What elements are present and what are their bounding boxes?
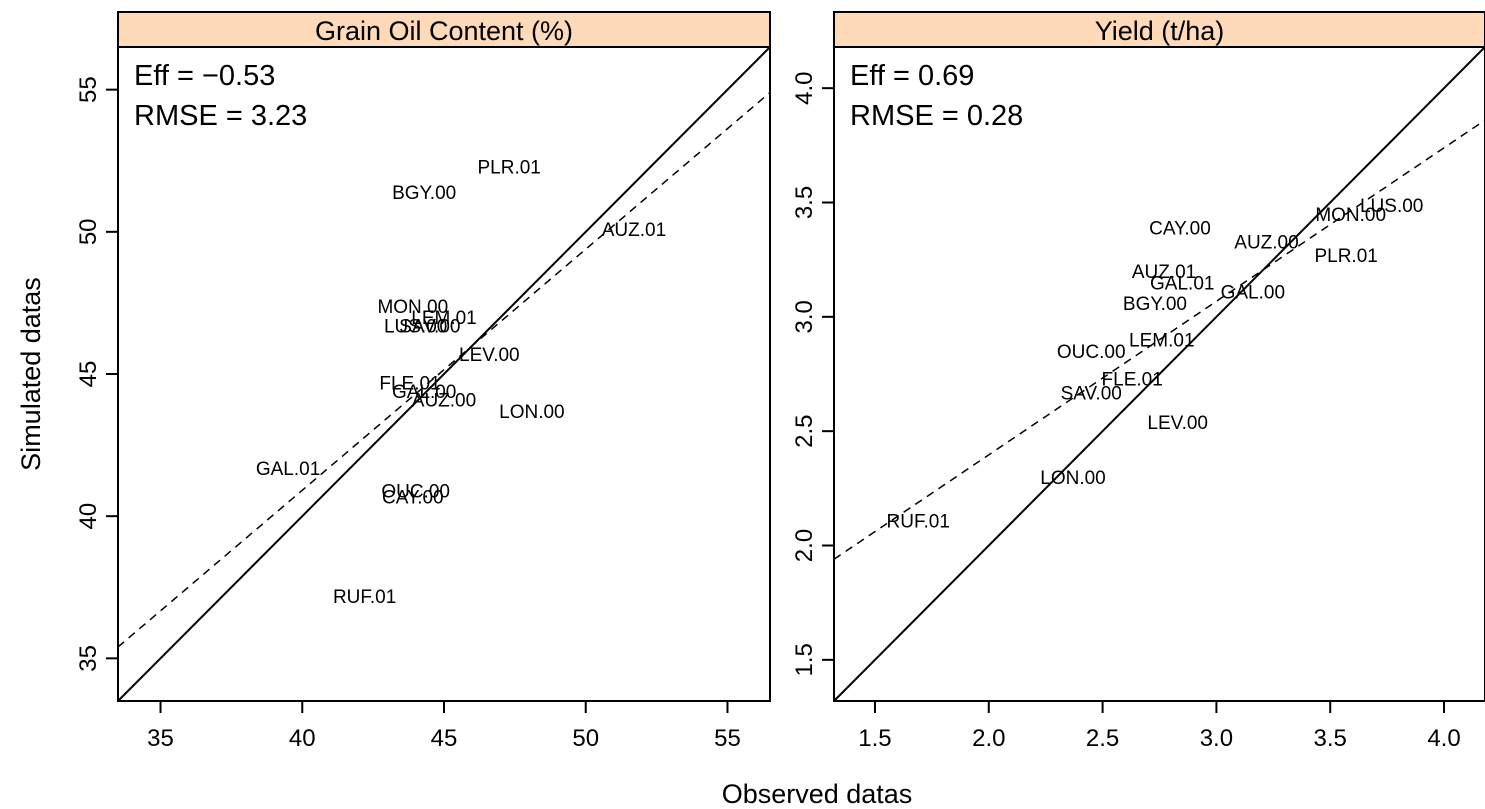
y-axis-label: Simulated datas bbox=[16, 277, 46, 471]
point-label: MON.00 bbox=[1315, 205, 1386, 226]
point-label: BGY.00 bbox=[392, 183, 456, 204]
point-label: BGY.00 bbox=[1123, 294, 1187, 315]
point-label: FLE.01 bbox=[379, 374, 440, 395]
x-tick-label: 40 bbox=[289, 725, 316, 752]
x-tick-label: 2.5 bbox=[1086, 725, 1119, 752]
stat-annotation: Eff = −0.53 bbox=[134, 60, 275, 92]
stat-annotation: RMSE = 0.28 bbox=[850, 100, 1023, 132]
point-label: LUS.00 bbox=[1360, 196, 1423, 217]
stat-annotation: Eff = 0.69 bbox=[850, 60, 974, 92]
point-label: CAY.00 bbox=[382, 487, 444, 508]
point-label: PLR.01 bbox=[478, 157, 541, 178]
y-tick-label: 3.5 bbox=[791, 186, 818, 219]
point-label: SAV.00 bbox=[1061, 383, 1122, 404]
regression-line bbox=[117, 91, 771, 648]
point-label: SAV.00 bbox=[399, 317, 460, 338]
point-label: LUS.00 bbox=[384, 317, 447, 338]
point-label: MON.00 bbox=[377, 297, 448, 318]
point-label: OUC.00 bbox=[1057, 342, 1126, 363]
point-label: LEM.01 bbox=[411, 308, 476, 329]
point-label: GAL.01 bbox=[256, 459, 320, 480]
point-label: CAY.00 bbox=[1149, 219, 1211, 240]
point-label: AUZ.00 bbox=[1234, 232, 1298, 253]
y-tick-label: 2.0 bbox=[791, 529, 818, 562]
panel-title: Yield (t/ha) bbox=[1095, 16, 1225, 46]
stat-annotation: RMSE = 3.23 bbox=[134, 100, 307, 132]
x-tick-label: 50 bbox=[572, 725, 599, 752]
x-axis-label: Observed datas bbox=[722, 779, 913, 809]
point-label: AUZ.01 bbox=[602, 220, 666, 241]
point-label: LEV.00 bbox=[1147, 413, 1208, 434]
x-tick-label: 45 bbox=[431, 725, 458, 752]
panel-strip bbox=[117, 11, 771, 48]
one-to-one-line bbox=[833, 46, 1485, 702]
point-label: AUZ.01 bbox=[1132, 262, 1196, 283]
y-tick-label: 45 bbox=[75, 361, 102, 388]
x-tick-label: 4.0 bbox=[1427, 725, 1460, 752]
point-label: PLR.01 bbox=[1314, 246, 1377, 267]
point-label: RUF.01 bbox=[333, 587, 396, 608]
point-label: GAL.00 bbox=[392, 382, 456, 403]
y-tick-label: 4.0 bbox=[791, 71, 818, 104]
one-to-one-line bbox=[117, 46, 771, 702]
point-label: OUC.00 bbox=[381, 482, 450, 503]
panel-title: Grain Oil Content (%) bbox=[315, 16, 573, 46]
y-tick-label: 40 bbox=[75, 503, 102, 530]
x-tick-label: 55 bbox=[714, 725, 741, 752]
regression-line bbox=[833, 119, 1485, 560]
x-tick-label: 1.5 bbox=[858, 725, 891, 752]
y-tick-label: 1.5 bbox=[791, 643, 818, 676]
x-tick-label: 3.0 bbox=[1200, 725, 1233, 752]
x-tick-label: 35 bbox=[147, 725, 174, 752]
point-label: AUZ.00 bbox=[412, 391, 476, 412]
y-tick-label: 50 bbox=[75, 218, 102, 245]
point-label: GAL.00 bbox=[1221, 283, 1285, 304]
point-label: LEM.01 bbox=[1129, 331, 1194, 352]
panel-1: Grain Oil Content (%) 35 40 45 50 55 35 40 45 50 5… bbox=[75, 11, 771, 752]
panel-2: Yield (t/ha) 1.5 2.0 2.5 3.0 3.5 4.0 1.5 2.0 2.5 3… bbox=[791, 11, 1485, 752]
x-tick-label: 3.5 bbox=[1314, 725, 1347, 752]
y-tick-label: 35 bbox=[75, 645, 102, 672]
x-tick-label: 2.0 bbox=[972, 725, 1005, 752]
plot-frame bbox=[833, 46, 1485, 702]
point-label: RUF.01 bbox=[887, 511, 950, 532]
y-tick-label: 3.0 bbox=[791, 300, 818, 333]
point-label: LEV.00 bbox=[459, 345, 520, 366]
point-label: LON.00 bbox=[1040, 468, 1105, 489]
y-tick-label: 2.5 bbox=[791, 414, 818, 447]
y-tick-label: 55 bbox=[75, 76, 102, 103]
point-label: FLE.01 bbox=[1102, 370, 1163, 391]
point-label: LON.00 bbox=[499, 402, 564, 423]
point-label: GAL.01 bbox=[1150, 274, 1214, 295]
